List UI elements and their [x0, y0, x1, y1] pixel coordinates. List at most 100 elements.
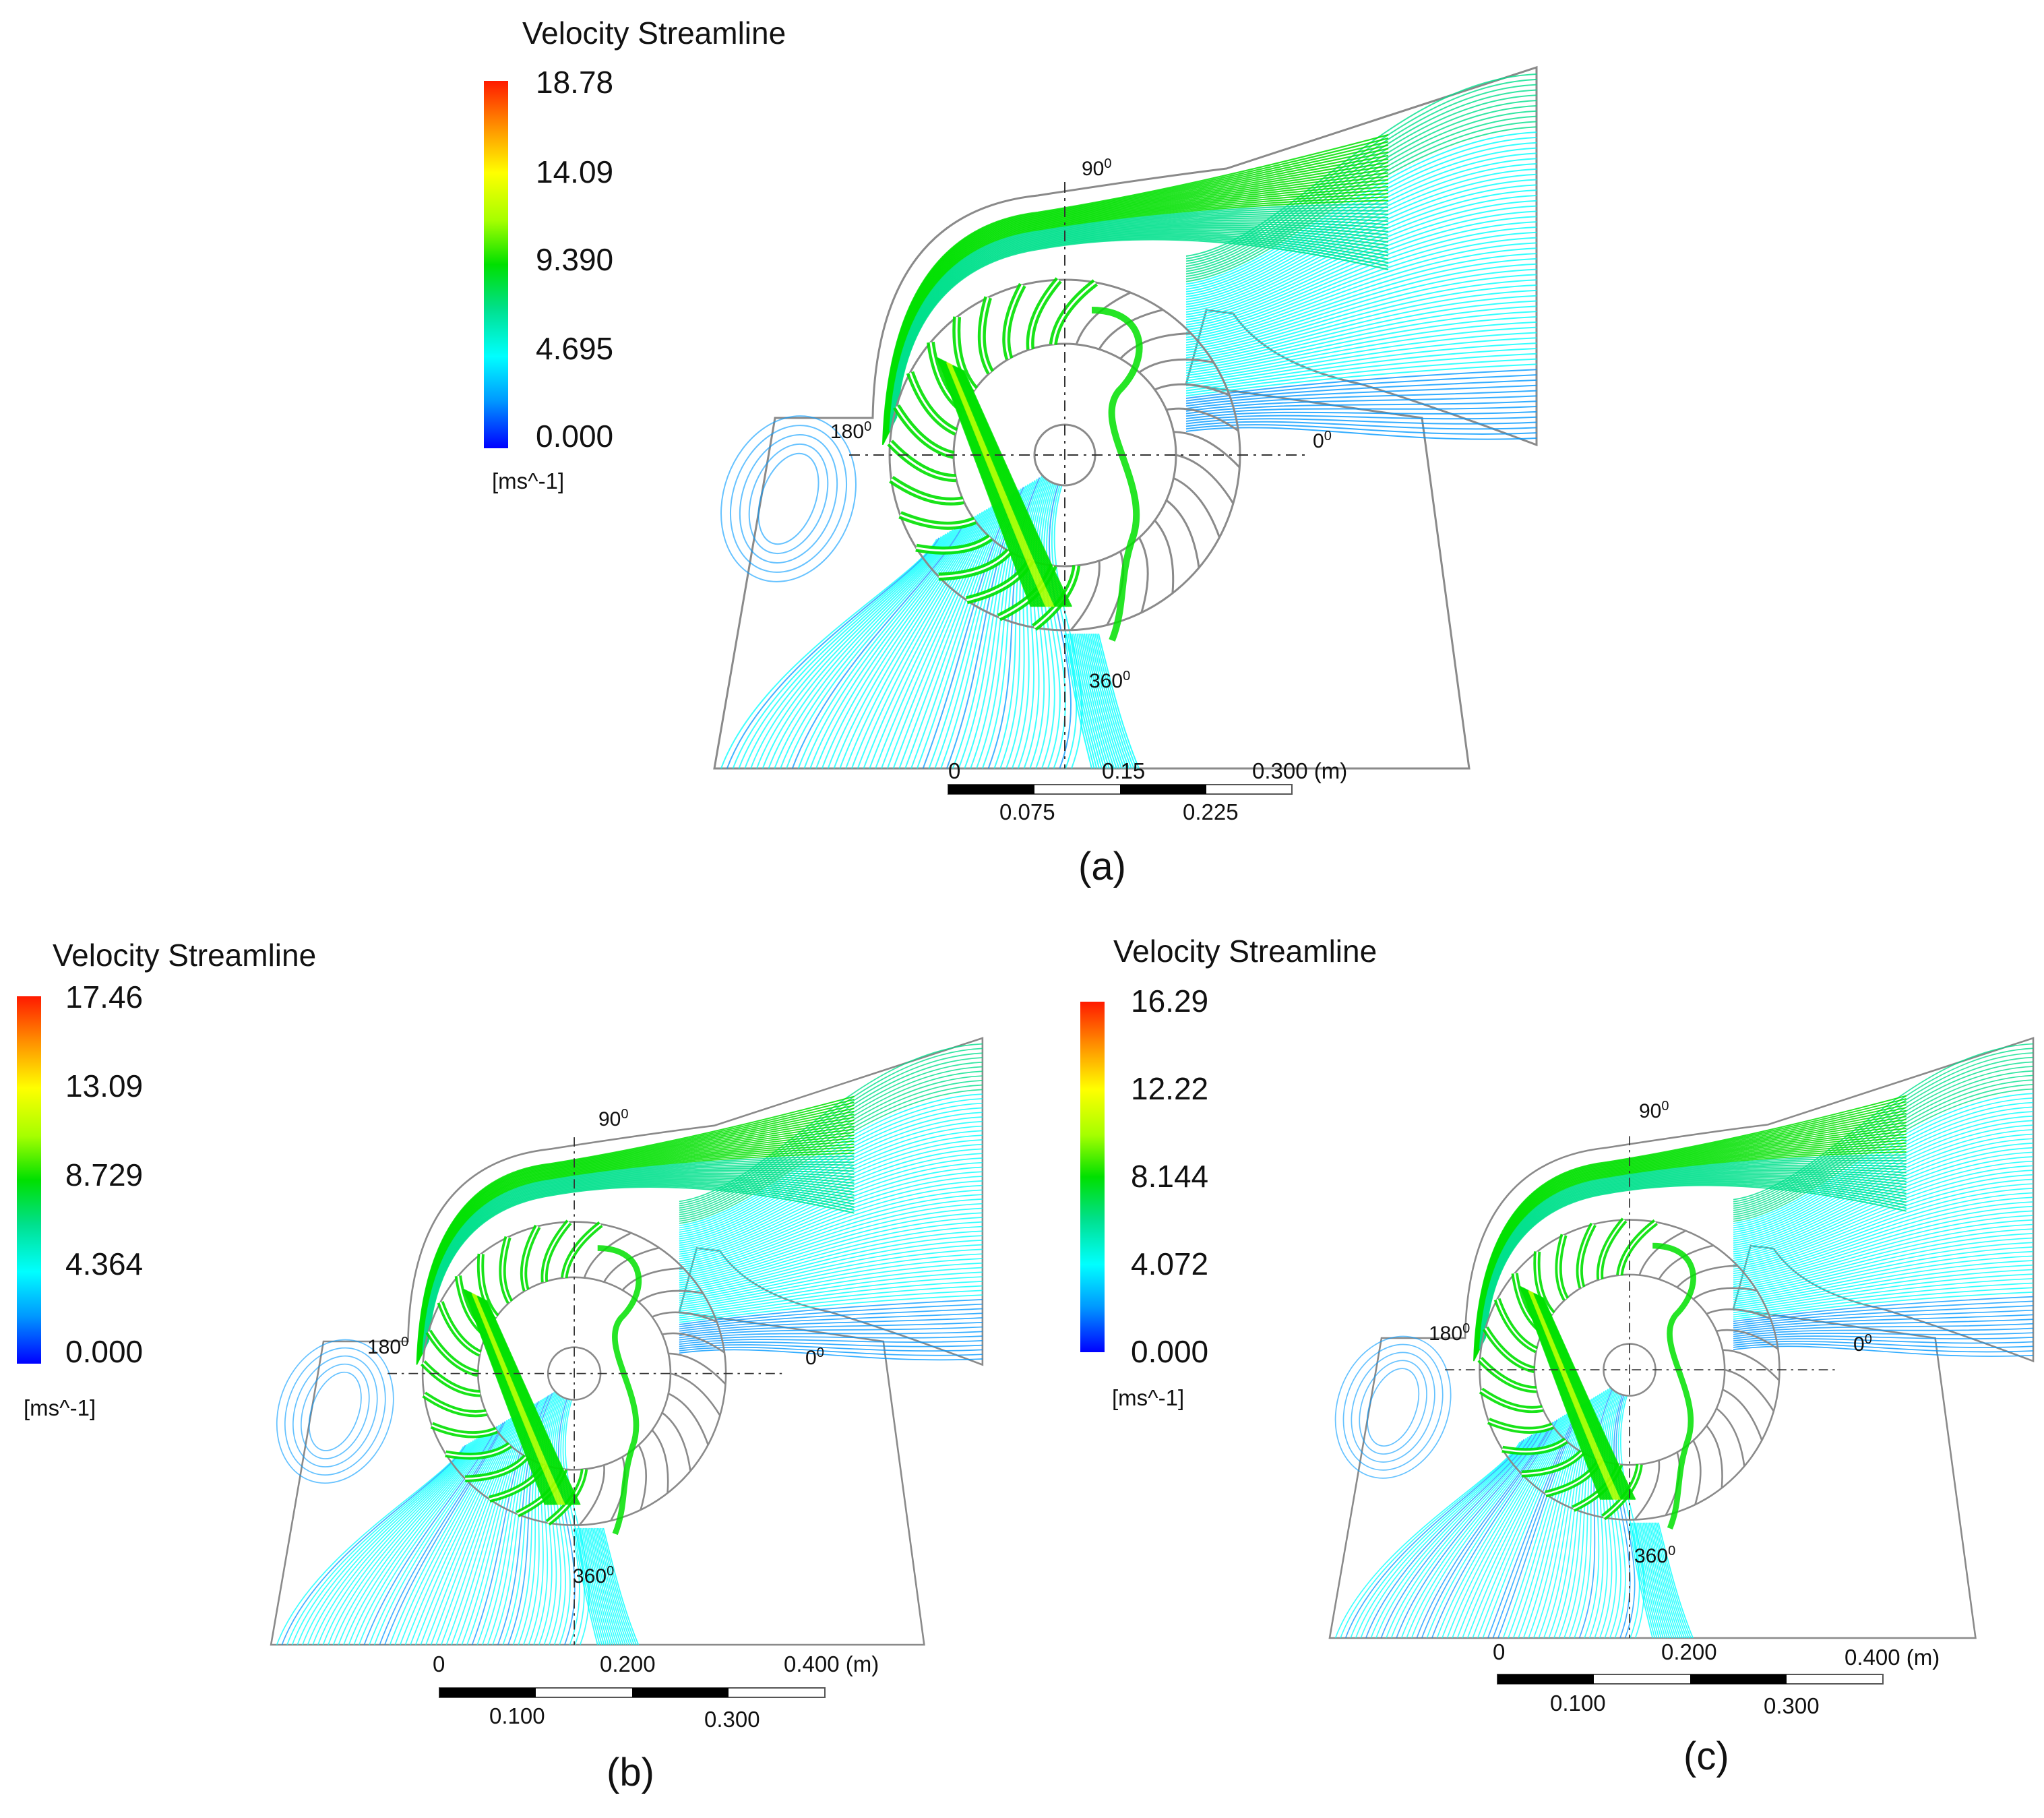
scale-label-c-1: 0.200 — [1661, 1639, 1717, 1664]
scale-label-a-0: 0 — [948, 758, 961, 783]
streamline — [574, 1527, 598, 1645]
streamline — [679, 1303, 983, 1328]
streamline — [1185, 316, 1537, 374]
streamline — [1466, 1411, 1572, 1639]
streamline — [679, 1180, 983, 1268]
colorbar-c — [1080, 1002, 1105, 1352]
streamline — [1733, 1277, 2034, 1314]
scale-label-a-1: 0.15 — [1102, 758, 1146, 783]
streamline — [679, 1244, 983, 1299]
angle-label-bottom-c: 3600 — [1634, 1544, 1676, 1567]
streamline — [1011, 471, 1050, 769]
legend-value-c-1: 12.22 — [1131, 1071, 1209, 1106]
streamline — [679, 1285, 983, 1319]
streamline — [1092, 633, 1132, 769]
runner-blade — [1119, 332, 1191, 360]
streamline — [1098, 633, 1140, 769]
streamline — [586, 1527, 616, 1645]
streamline — [1185, 326, 1537, 379]
core-jet — [597, 1245, 642, 1536]
streamline — [1657, 1522, 1694, 1639]
angle-label-right-b: 00 — [805, 1345, 824, 1369]
runner-blade — [1138, 358, 1214, 373]
angle-label-top-a: 900 — [1082, 156, 1112, 180]
angle-label-top-b: 900 — [598, 1107, 629, 1130]
blade-edge — [1480, 1389, 1543, 1411]
streamline — [726, 537, 940, 769]
streamline — [578, 1527, 605, 1645]
streamline — [427, 1186, 855, 1342]
streamline — [1733, 1273, 2034, 1311]
runner-blade — [668, 1352, 726, 1385]
legend-value-c-3: 4.072 — [1131, 1246, 1209, 1281]
streamline — [1733, 1201, 2034, 1277]
core-jet — [1652, 1242, 1696, 1529]
streamline — [1426, 1420, 1556, 1639]
runner-blade — [1716, 1407, 1745, 1467]
vortex-line — [729, 425, 848, 573]
streamline — [1185, 221, 1537, 328]
casing-outline — [713, 65, 1538, 770]
scale-label-a-3: 0.075 — [999, 799, 1055, 824]
streamline — [679, 1171, 983, 1264]
streamline — [1497, 1403, 1583, 1639]
streamline — [1644, 1522, 1675, 1639]
colorbar-a — [484, 81, 508, 448]
streamline — [1051, 459, 1078, 769]
streamline — [1185, 184, 1537, 311]
runner-blade — [1634, 1460, 1661, 1521]
streamline — [1185, 295, 1537, 364]
blade-edge — [423, 1393, 487, 1415]
streamline — [1065, 633, 1095, 769]
streamline — [358, 1427, 496, 1645]
runner-blade — [1723, 1349, 1780, 1381]
streamline — [1733, 1215, 2034, 1283]
streamline — [1017, 470, 1052, 769]
streamline — [679, 1248, 983, 1301]
streamline — [1185, 289, 1537, 361]
streamline — [1733, 1300, 2034, 1325]
streamline — [679, 1093, 983, 1227]
blade-edge — [427, 1331, 478, 1374]
streamline — [679, 1262, 983, 1308]
runner-blade — [425, 1329, 479, 1377]
legend-title-c: Velocity Streamline — [1113, 934, 1377, 969]
streamline — [1733, 1250, 2034, 1300]
streamline — [1733, 1120, 2034, 1238]
streamline — [414, 1414, 518, 1645]
streamline — [1733, 1223, 2034, 1287]
streamline — [679, 1321, 983, 1337]
runner-blade — [1658, 1244, 1714, 1280]
streamline — [1442, 1417, 1562, 1639]
streamline — [1733, 1309, 2034, 1329]
streamline — [1629, 1522, 1654, 1639]
streamline — [679, 1212, 983, 1283]
streamline — [679, 1225, 983, 1290]
streamline — [1733, 1083, 2034, 1220]
streamline — [679, 1189, 983, 1273]
angle-label-bottom-b: 3600 — [573, 1564, 615, 1587]
streamline — [1185, 195, 1537, 315]
streamline — [1064, 633, 1092, 769]
streamline — [1584, 1384, 1617, 1639]
streamline — [523, 1389, 559, 1645]
blade-edge — [1501, 1439, 1567, 1453]
angle-label-bottom-a: 3600 — [1089, 669, 1131, 692]
streamline — [679, 1341, 983, 1347]
runner-blade — [1173, 431, 1241, 468]
streamline — [1185, 257, 1537, 346]
scale-label-c-0: 0 — [1493, 1639, 1506, 1664]
streamline — [1185, 300, 1537, 367]
angle-label-left-b: 1800 — [367, 1335, 409, 1358]
streamline — [679, 1349, 983, 1361]
streamline — [1185, 73, 1537, 257]
runner-blade — [420, 1360, 481, 1397]
streamline — [379, 1422, 504, 1645]
streamline — [1502, 1403, 1585, 1639]
streamline — [863, 506, 993, 769]
streamline — [441, 1408, 528, 1645]
streamline — [1733, 1323, 2034, 1335]
streamline — [857, 507, 990, 769]
streamline — [679, 1280, 983, 1316]
streamline — [291, 1443, 470, 1645]
